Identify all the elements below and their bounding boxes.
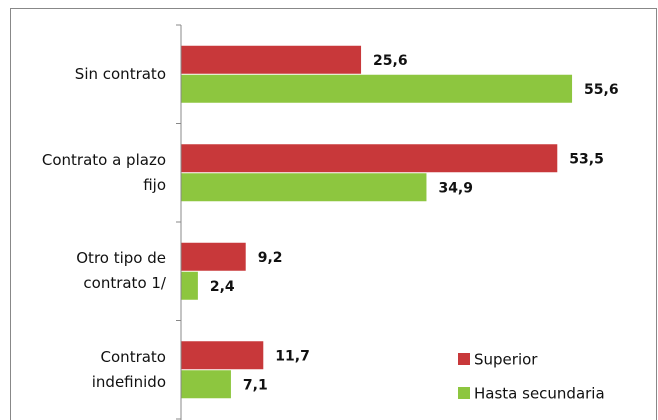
value-label: 55,6 bbox=[584, 82, 619, 98]
category-label: Contrato a plazo fijo bbox=[41, 150, 166, 194]
value-label: 11,7 bbox=[275, 348, 310, 364]
category-label: Contrato indefinido bbox=[91, 347, 166, 391]
bar bbox=[181, 173, 427, 202]
bar bbox=[181, 271, 198, 300]
bar bbox=[181, 341, 264, 370]
category-label: Otro tipo de contrato 1/ bbox=[76, 249, 166, 293]
value-label: 53,5 bbox=[569, 151, 604, 167]
value-label: 34,9 bbox=[438, 180, 473, 196]
value-label: 2,4 bbox=[210, 279, 235, 295]
value-label: 25,6 bbox=[373, 53, 408, 69]
legend-swatch bbox=[458, 353, 470, 365]
legend-label: Superior bbox=[474, 351, 538, 369]
legend-swatch bbox=[458, 387, 470, 399]
chart-border bbox=[10, 8, 657, 420]
value-label: 9,2 bbox=[258, 250, 283, 266]
legend-label: Hasta secundaria bbox=[474, 385, 605, 403]
bar bbox=[181, 45, 362, 74]
bar bbox=[181, 74, 573, 103]
category-label: Sin contrato bbox=[74, 64, 166, 83]
bar bbox=[181, 242, 246, 271]
bar bbox=[181, 144, 558, 173]
bar bbox=[181, 370, 231, 399]
value-label: 7,1 bbox=[243, 377, 268, 393]
